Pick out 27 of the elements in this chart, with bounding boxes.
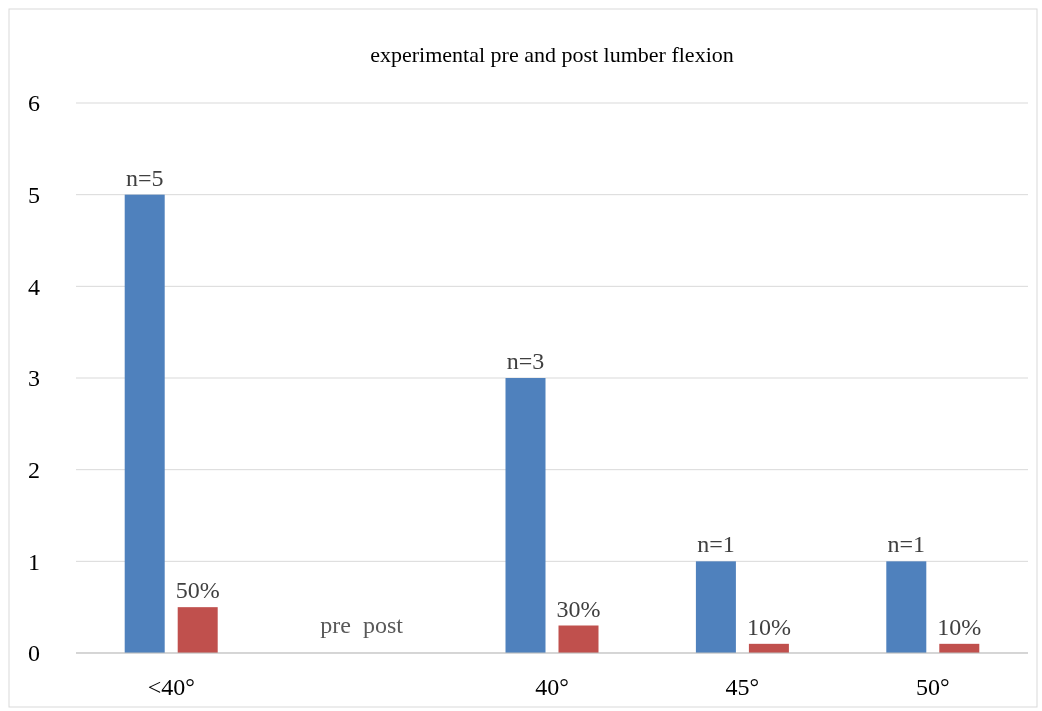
bar xyxy=(695,561,736,653)
bar xyxy=(177,607,218,653)
data-label: n=5 xyxy=(125,164,164,191)
annotation: pre post xyxy=(320,612,404,638)
data-label: 50% xyxy=(175,577,220,604)
y-tick-label: 6 xyxy=(28,90,40,117)
chart-title: experimental pre and post lumber flexion xyxy=(370,42,734,67)
y-tick-label: 3 xyxy=(28,365,40,392)
y-tick-label: 1 xyxy=(28,548,40,575)
bar xyxy=(558,625,599,653)
data-label: 10% xyxy=(937,613,982,640)
data-label: n=1 xyxy=(887,531,926,558)
data-label: n=1 xyxy=(697,531,735,558)
bar xyxy=(505,378,546,653)
y-tick-label: 2 xyxy=(28,457,40,484)
data-label: n=3 xyxy=(506,348,545,374)
data-label: 10% xyxy=(746,613,791,640)
bar xyxy=(886,561,927,653)
y-tick-label: 4 xyxy=(28,273,40,300)
y-tick-label: 0 xyxy=(28,640,40,667)
bar xyxy=(124,194,165,653)
x-tick-label: 50° xyxy=(916,674,950,701)
x-tick-label: 40° xyxy=(535,674,569,701)
y-tick-label: 5 xyxy=(28,182,40,209)
data-label: 30% xyxy=(556,595,601,622)
x-tick-label: 45° xyxy=(725,674,760,701)
x-tick-label: <40° xyxy=(147,674,195,701)
